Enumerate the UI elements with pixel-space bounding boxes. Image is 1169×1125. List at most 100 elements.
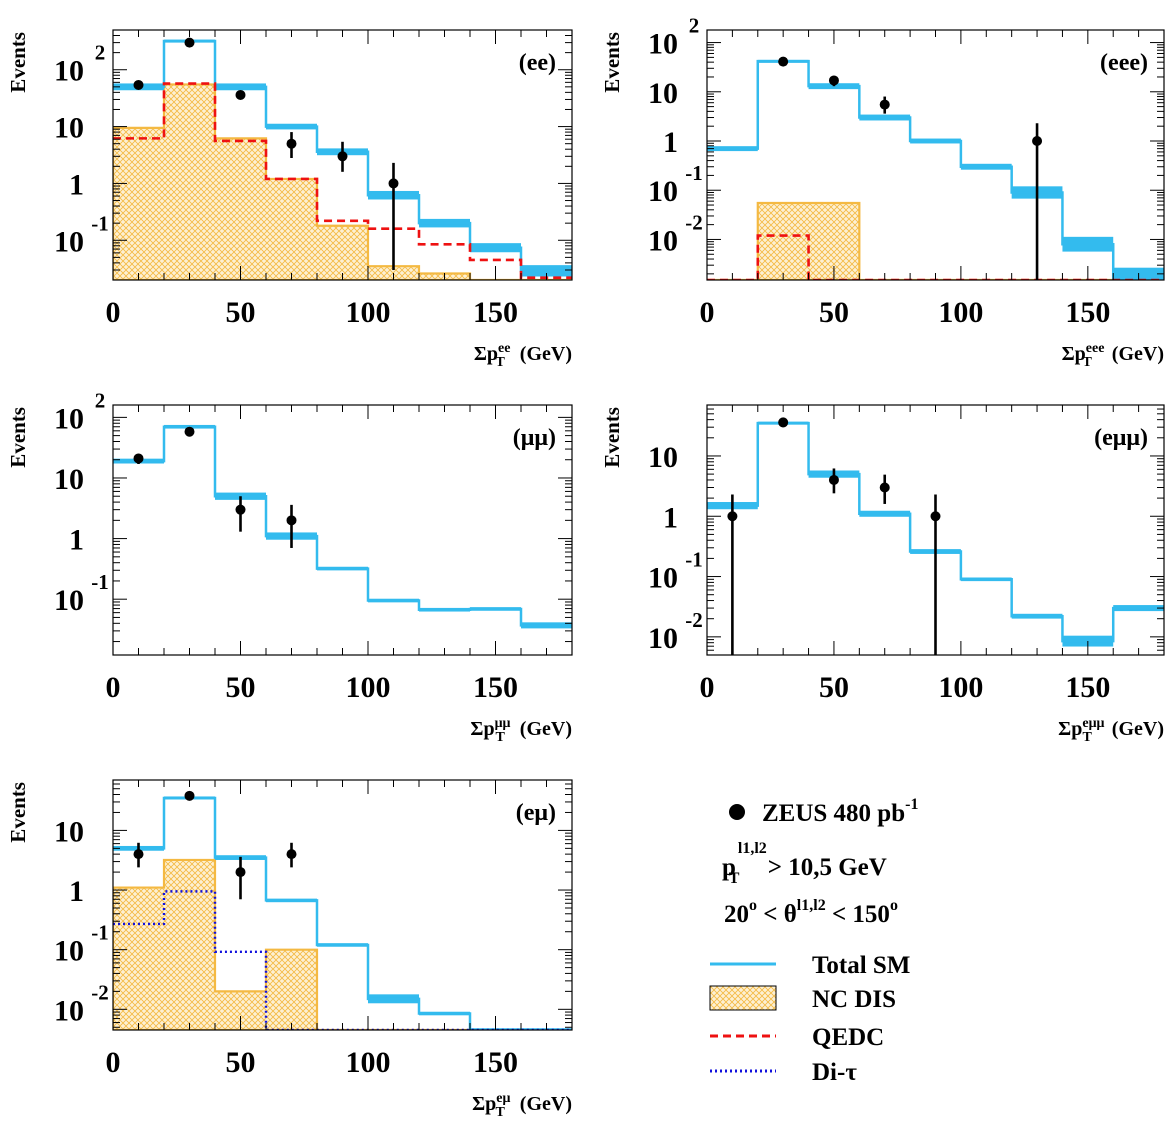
x-tick-label: 50 <box>226 296 256 329</box>
data-point <box>286 515 297 526</box>
y-tick-exponent: 2 <box>95 388 106 412</box>
legend-data-label: ZEUS 480 pb-1 <box>762 796 918 827</box>
panel-eee: 0 50 100 150 10 2 10 1 10 -1 10 -2 Events Σpeee T (GeV… <box>600 14 1165 370</box>
x-axis-label: Σpee T (GeV) <box>474 341 572 370</box>
x-tick-label: 100 <box>938 671 983 704</box>
data-point <box>286 138 297 149</box>
x-tick-label: 150 <box>473 671 518 704</box>
y-tick-label: 1 <box>663 126 678 159</box>
x-tick-label: 100 <box>346 1046 391 1079</box>
y-tick-exponent: -1 <box>91 570 109 594</box>
y-tick-label: 1 <box>69 168 84 201</box>
data-point <box>235 89 246 100</box>
panel-eμμ: 0 50 100 150 10 1 10 -1 10 -2 Events Σpeμμ T (GeV) (e… <box>600 404 1165 745</box>
y-tick-label: 1 <box>69 524 84 557</box>
panel-μμ: 0 50 100 150 10 2 10 1 10 -1 Events Σpμμ T (GeV) (μμ) <box>6 388 573 745</box>
panel-eμ: 0 50 100 150 10 1 10 -1 10 -2 Events Σpeμ T (GeV) (eμ… <box>6 779 573 1120</box>
y-tick-exponent: -2 <box>91 980 109 1004</box>
ncdis-histogram <box>113 858 572 1030</box>
x-axis-label: Σpμμ T (GeV) <box>470 716 572 745</box>
data-point <box>828 474 839 485</box>
x-axis-label: Σpeμμ T (GeV) <box>1058 716 1164 745</box>
y-tick-label: 10 <box>54 225 84 258</box>
y-tick-exponent: -1 <box>91 921 109 945</box>
y-tick-exponent: -2 <box>685 210 703 234</box>
x-tick-label: 0 <box>700 296 715 329</box>
y-tick-label: 10 <box>648 77 678 110</box>
data-point <box>133 453 144 464</box>
y-tick-exponent: -1 <box>685 548 703 572</box>
legend-ditau-label: Di-τ <box>812 1059 857 1086</box>
channel-tag: (eμ) <box>516 800 556 826</box>
data-point <box>1032 136 1043 147</box>
y-tick-label: 10 <box>54 463 84 496</box>
ncdis-histogram <box>707 201 1164 280</box>
data-point <box>235 867 246 878</box>
data-point <box>235 504 246 515</box>
data-point <box>930 511 941 522</box>
x-tick-label: 50 <box>226 671 256 704</box>
plot-area <box>113 424 572 629</box>
y-tick-exponent: -2 <box>685 608 703 632</box>
y-tick-label: 10 <box>54 935 84 968</box>
data-point <box>184 790 195 801</box>
data-point <box>286 849 297 860</box>
x-axis-label: Σpeμ T (GeV) <box>472 1091 572 1120</box>
data-point <box>133 79 144 90</box>
panel-ee: 0 50 100 150 10 2 10 1 10 -1 Events Σpee T (GeV) (ee) <box>6 29 573 370</box>
x-tick-label: 150 <box>473 296 518 329</box>
y-tick-label: 10 <box>54 994 84 1027</box>
y-tick-label: 10 <box>648 224 678 257</box>
data-point <box>778 56 789 67</box>
y-tick-exponent: 2 <box>95 41 106 65</box>
data-point <box>337 151 348 162</box>
y-tick-label: 10 <box>54 584 84 617</box>
y-axis-label: Events <box>6 782 30 843</box>
y-tick-label: 10 <box>648 562 678 595</box>
legend-data-marker <box>729 804 745 820</box>
x-tick-label: 150 <box>1065 671 1110 704</box>
y-tick-exponent: -1 <box>685 161 703 185</box>
x-tick-label: 0 <box>106 671 121 704</box>
legend-cut-theta: 20o < θl1,l2 < 150o <box>724 897 898 928</box>
qedc-line <box>113 82 572 279</box>
y-tick-label: 10 <box>54 112 84 145</box>
y-axis-label: Events <box>6 407 30 468</box>
y-tick-exponent: -1 <box>91 211 109 235</box>
legend-qedc-label: QEDC <box>812 1024 884 1051</box>
y-tick-exponent: 2 <box>689 14 700 38</box>
x-tick-label: 0 <box>106 296 121 329</box>
plot-frame <box>112 404 573 656</box>
y-axis-label: Events <box>6 32 30 93</box>
y-tick-label: 1 <box>663 501 678 534</box>
data-point <box>184 37 195 48</box>
channel-tag: (μμ) <box>513 425 556 451</box>
x-tick-label: 150 <box>473 1046 518 1079</box>
x-tick-label: 50 <box>819 671 849 704</box>
legend-ncdis-swatch <box>709 985 777 1011</box>
x-axis-label: Σpeee T (GeV) <box>1062 341 1164 370</box>
total-sm-line <box>113 796 572 1030</box>
data-point <box>879 99 890 110</box>
legend-cut-pt: pl1,l2 T > 10,5 GeV <box>722 840 887 887</box>
legend-sm-label: Total SM <box>812 952 910 979</box>
channel-tag: (eee) <box>1100 50 1148 76</box>
x-tick-label: 50 <box>819 296 849 329</box>
data-point <box>133 849 144 860</box>
x-tick-label: 50 <box>226 1046 256 1079</box>
x-tick-label: 0 <box>106 1046 121 1079</box>
total-sm-line <box>707 59 1164 280</box>
plot-area <box>113 790 572 1030</box>
plot-area <box>707 417 1164 655</box>
plot-area <box>707 56 1164 280</box>
channel-tag: (eμμ) <box>1094 425 1148 451</box>
channel-tag: (ee) <box>519 50 556 76</box>
data-point <box>778 417 789 428</box>
y-axis-label: Events <box>600 32 624 93</box>
y-tick-label: 10 <box>648 441 678 474</box>
y-tick-label: 10 <box>54 402 84 435</box>
data-point <box>879 482 890 493</box>
data-point <box>727 511 738 522</box>
x-tick-label: 100 <box>346 296 391 329</box>
